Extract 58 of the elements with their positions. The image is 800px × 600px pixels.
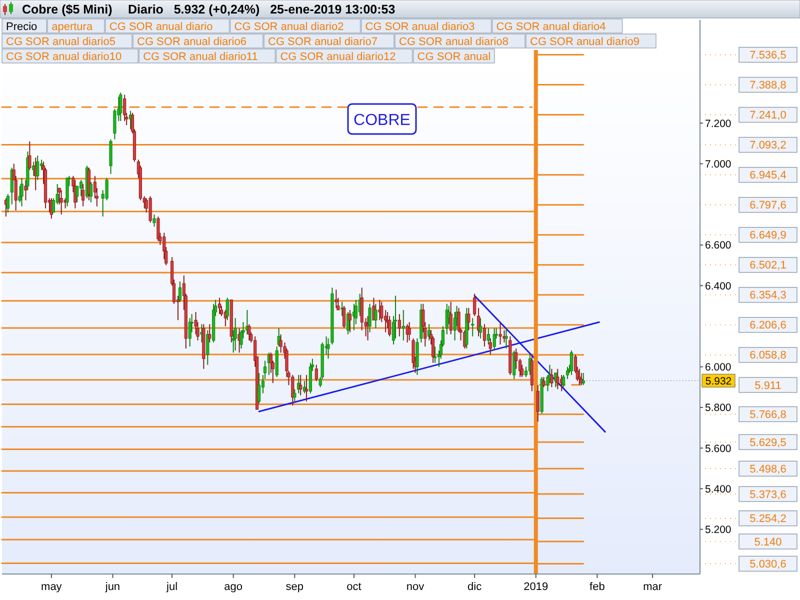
x-tick-label: oct bbox=[346, 581, 362, 593]
text: CG SOR anual diario5 bbox=[6, 36, 116, 48]
annotation: CG SOR anual diario11 bbox=[143, 51, 258, 63]
x-tick-label: dic bbox=[468, 581, 482, 593]
y2-tick-label: 5.911 bbox=[754, 380, 782, 392]
annotation: CG SOR anual bbox=[417, 51, 491, 63]
text: CG SOR anual diario bbox=[109, 21, 213, 33]
y2-tick-label: 6.797,6 bbox=[750, 200, 786, 212]
y2-tick-label: 5.373,6 bbox=[750, 488, 786, 501]
y2-tick-label: 6.058,8 bbox=[750, 350, 786, 362]
x-tick-label: jul bbox=[166, 581, 178, 593]
y2-tick-label: 6.649,9 bbox=[750, 230, 786, 242]
x-tick-label: may bbox=[41, 581, 62, 593]
x-tick-label: sep bbox=[286, 581, 304, 593]
y2-tick-label: 5.254,2 bbox=[750, 513, 786, 526]
y-tick-label: 7.200 bbox=[705, 118, 732, 130]
text: Precio bbox=[6, 21, 38, 33]
y2-tick-label: 6.206,6 bbox=[750, 320, 786, 332]
y2-tick-label: 7.536,5 bbox=[750, 50, 786, 62]
x-tick-label: mar bbox=[643, 581, 662, 593]
text: apertura bbox=[52, 21, 94, 33]
x-tick-label: feb bbox=[590, 581, 605, 593]
y2-tick-label: 5.498,6 bbox=[750, 464, 786, 476]
x-tick-label: jun bbox=[104, 581, 120, 593]
y2-tick-label: 6.945,4 bbox=[750, 170, 786, 182]
x-tick-label: ago bbox=[224, 581, 243, 593]
text: CG SOR anual diario7 bbox=[268, 36, 378, 48]
y2-tick-label: 7.241,0 bbox=[750, 110, 786, 122]
y2-tick-label: 5.030,6 bbox=[750, 558, 786, 571]
y2-tick-label: 7.388,8 bbox=[750, 80, 786, 92]
text: CG SOR anual diario9 bbox=[530, 36, 640, 48]
text: CG SOR anual diario6 bbox=[137, 36, 246, 48]
chart-title: Cobre ($5 Mini) bbox=[22, 2, 112, 16]
y-tick-label: 5.800 bbox=[705, 402, 732, 414]
chart-subtitle: Diario 5.932 (+0,24%) 25-ene-2019 13:00:53 bbox=[128, 2, 396, 16]
y-tick-label: 7.000 bbox=[705, 158, 732, 170]
y-tick-label: 6.000 bbox=[705, 362, 732, 374]
x-tick-label: nov bbox=[406, 581, 425, 593]
x-tick-label: 2019 bbox=[524, 581, 548, 593]
annotation: 5.932 bbox=[705, 375, 732, 388]
y2-tick-label: 5.140 bbox=[754, 536, 782, 548]
y-tick-label: 6.400 bbox=[705, 280, 732, 292]
y2-tick-label: 6.354,3 bbox=[750, 290, 786, 302]
annotation: COBRE bbox=[354, 112, 410, 129]
y2-tick-label: 6.502,1 bbox=[750, 260, 786, 272]
text: CG SOR anual diario8 bbox=[399, 36, 508, 48]
y-tick-label: 5.200 bbox=[705, 524, 732, 536]
annotation: CG SOR anual diario10 bbox=[6, 51, 122, 63]
y2-tick-label: 7.093,2 bbox=[750, 140, 786, 152]
y2-tick-label: 5.766,8 bbox=[750, 409, 786, 422]
y2-tick-label: 5.629,5 bbox=[750, 436, 786, 449]
text: CG SOR anual diario3 bbox=[365, 21, 475, 33]
text: CG SOR anual diario4 bbox=[496, 21, 606, 33]
y-tick-label: 6.600 bbox=[705, 240, 732, 252]
text: CG SOR anual diario2 bbox=[234, 21, 344, 33]
y-tick-label: 5.400 bbox=[705, 483, 732, 496]
annotation: CG SOR anual diario12 bbox=[280, 51, 396, 63]
y-tick-label: 5.600 bbox=[705, 442, 732, 455]
